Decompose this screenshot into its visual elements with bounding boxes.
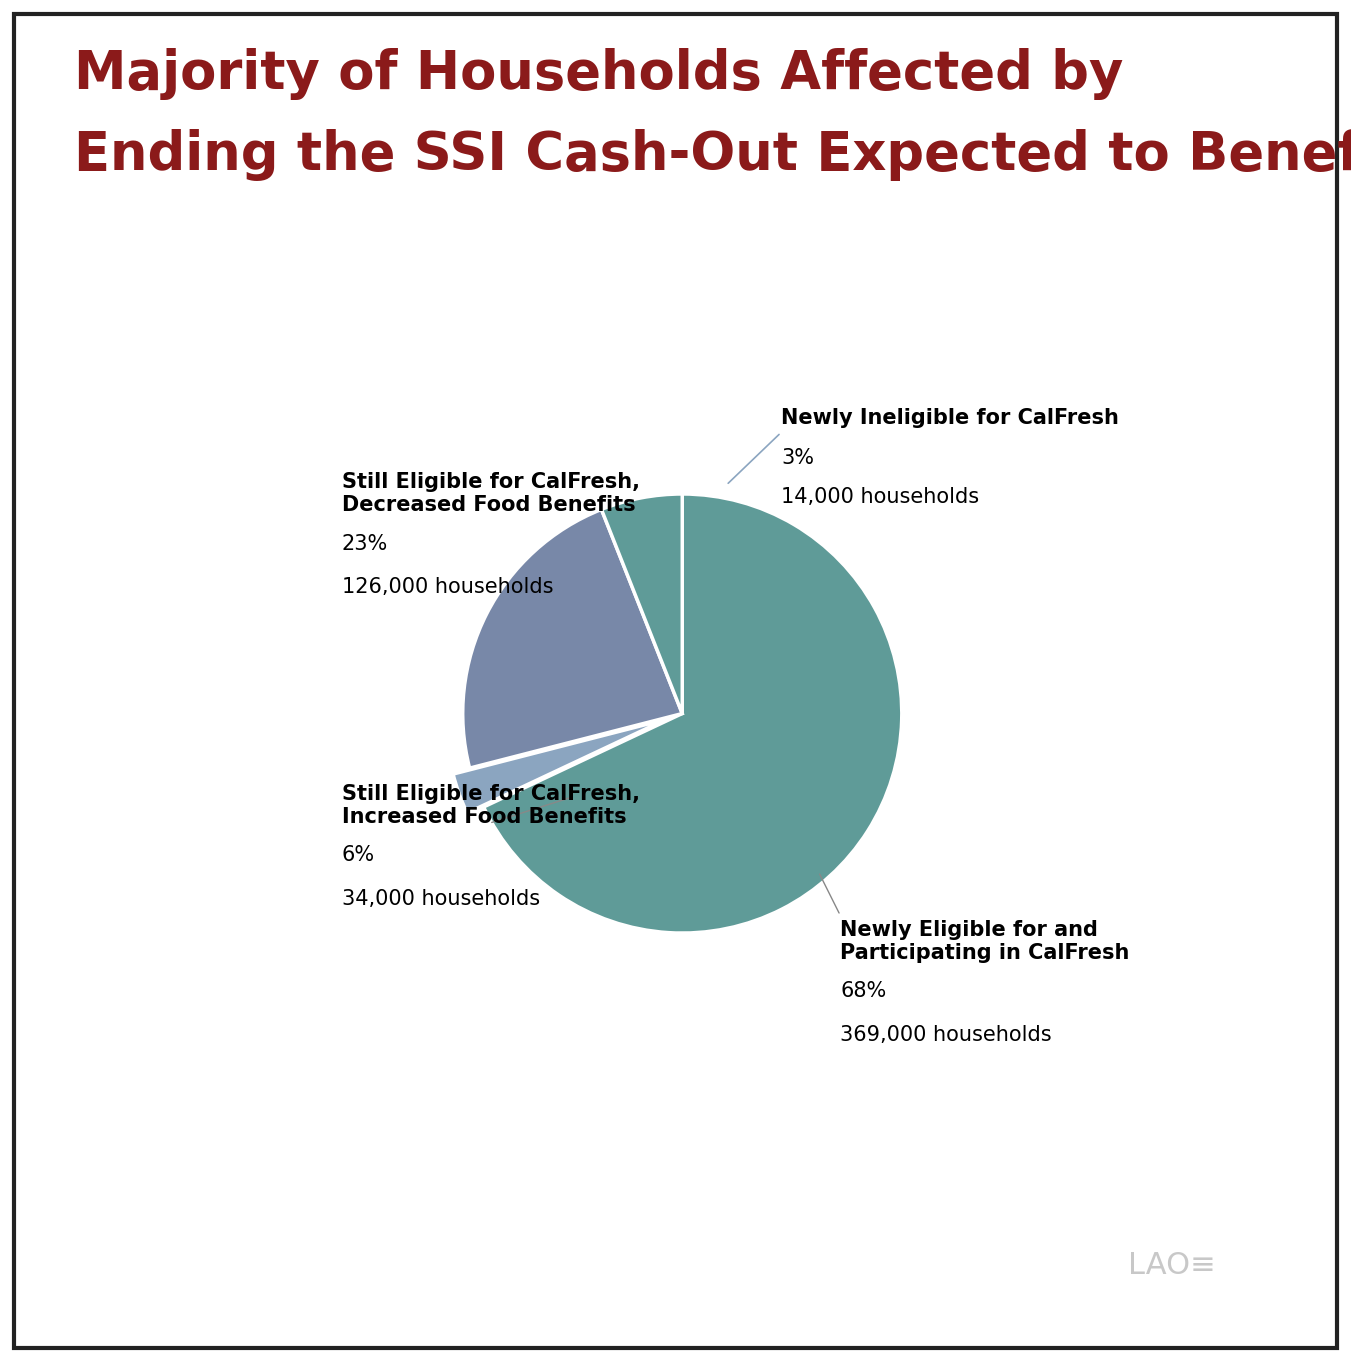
Text: 3%: 3%: [781, 448, 815, 467]
Text: Still Eligible for CalFresh,
Decreased Food Benefits: Still Eligible for CalFresh, Decreased F…: [342, 473, 640, 515]
Text: Newly Eligible for and
Participating in CalFresh: Newly Eligible for and Participating in …: [840, 919, 1129, 963]
Text: Majority of Households Affected by: Majority of Households Affected by: [74, 48, 1124, 99]
Text: Newly Ineligible for CalFresh: Newly Ineligible for CalFresh: [781, 409, 1119, 428]
Text: 126,000 households: 126,000 households: [342, 577, 554, 598]
Text: 369,000 households: 369,000 households: [840, 1026, 1052, 1045]
Text: 23%: 23%: [342, 534, 388, 553]
Wedge shape: [601, 494, 682, 714]
Text: 6%: 6%: [342, 846, 376, 865]
Text: Ending the SSI Cash-Out Expected to Benefit: Ending the SSI Cash-Out Expected to Bene…: [74, 129, 1351, 181]
Text: Still Eligible for CalFresh,
Increased Food Benefits: Still Eligible for CalFresh, Increased F…: [342, 783, 640, 827]
Text: 14,000 households: 14,000 households: [781, 488, 979, 507]
Wedge shape: [463, 509, 682, 768]
Text: LAO≡: LAO≡: [1128, 1252, 1216, 1280]
Text: 68%: 68%: [840, 982, 886, 1001]
Wedge shape: [484, 494, 901, 933]
Wedge shape: [453, 719, 666, 813]
Text: 34,000 households: 34,000 households: [342, 889, 540, 910]
